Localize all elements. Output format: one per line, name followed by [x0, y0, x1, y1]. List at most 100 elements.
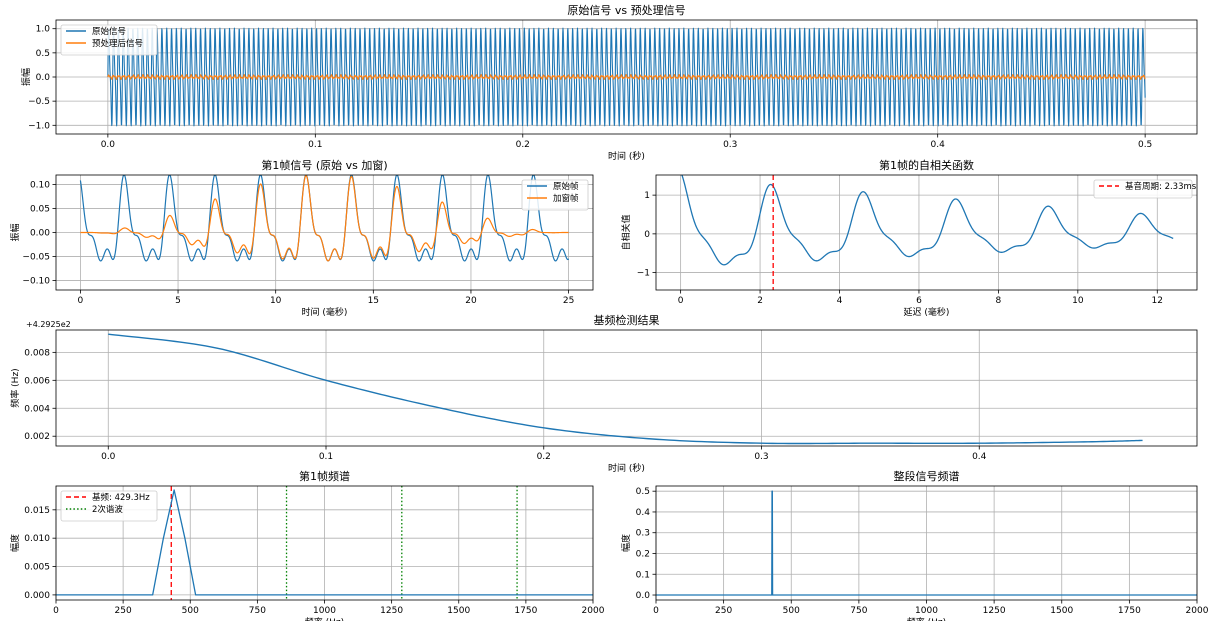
y-tick-label: 0.4: [636, 508, 651, 518]
plot-area: [108, 333, 1143, 445]
y-tick-label: 0.2: [636, 549, 650, 559]
x-axis-label: 时间 (秒): [608, 150, 645, 162]
x-tick-label: 0: [653, 606, 659, 616]
y-tick-label: 0.004: [24, 404, 50, 414]
y-axis-label: 幅度: [620, 534, 632, 552]
series-line-frame-spectrum: [56, 489, 593, 596]
y-tick-label: −0.5: [28, 97, 50, 107]
x-tick-label: 25: [563, 296, 574, 306]
plot-area: [56, 486, 593, 600]
x-tick-label: 0.0: [101, 140, 116, 150]
x-tick-label: 0.2: [516, 140, 530, 150]
chart-title: 基频检测结果: [594, 313, 660, 327]
axes-frame: [55, 19, 1198, 135]
y-tick-label: −0.05: [22, 252, 50, 262]
chart-title: 第1帧信号 (原始 vs 加窗): [261, 158, 387, 172]
y-tick-label: 0.00: [30, 229, 50, 239]
x-tick-label: 4: [837, 296, 843, 306]
x-tick-label: 5: [175, 296, 181, 306]
x-tick-label: 500: [783, 606, 800, 616]
x-tick-label: 750: [850, 606, 867, 616]
y-tick-label: 0.002: [24, 432, 50, 442]
legend-label: 原始帧: [553, 181, 579, 192]
legend-label: 加窗帧: [553, 193, 579, 204]
legend-box: [60, 24, 158, 56]
axes-frame: [55, 174, 594, 291]
x-tick-label: 10: [270, 296, 282, 306]
y-axis-label: 频率 (Hz): [9, 368, 21, 407]
y-tick-label: 0.015: [24, 506, 50, 516]
x-axis-label: 时间 (毫秒): [302, 306, 348, 318]
y-tick-label: 0.05: [30, 205, 50, 215]
x-tick-label: 2000: [582, 606, 605, 616]
x-axis-label: 延迟 (毫秒): [904, 306, 950, 318]
chart-4: 0.0 0.1 0.2 0.3 0.4 0.002 0.004 0.006 0.008 基频检测结…: [9, 313, 1198, 474]
x-tick-label: 1750: [1118, 606, 1141, 616]
x-tick-label: 0.3: [723, 140, 737, 150]
x-tick-label: 0.5: [1138, 140, 1152, 150]
y-tick-label: 0.1: [636, 570, 650, 580]
x-tick-label: 1500: [1050, 606, 1073, 616]
axes-frame: [655, 174, 1198, 291]
series-line-original: [107, 27, 1146, 127]
legend-label: 2次谐波: [92, 504, 123, 515]
y-tick-label: 1: [644, 191, 650, 201]
plot-area: [656, 490, 1197, 596]
series-line-full-spectrum: [656, 490, 1197, 596]
y-axis-label: 振幅: [9, 223, 21, 241]
x-tick-label: 0: [53, 606, 59, 616]
x-tick-label: 1250: [380, 606, 403, 616]
x-tick-label: 10: [1072, 296, 1084, 306]
series-line-autocorrelation: [681, 175, 1174, 266]
x-tick-label: 0.0: [101, 452, 116, 462]
legend-box: [1093, 179, 1193, 199]
x-tick-label: 15: [368, 296, 379, 306]
y-tick-label: 1.0: [36, 25, 51, 35]
y-tick-label: −1.0: [28, 121, 50, 131]
plot-area: [79, 175, 570, 262]
x-tick-label: 0.4: [931, 140, 946, 150]
axis-offset-text: +4.2925e2: [26, 320, 71, 329]
legend: 基音周期: 2.33ms: [1093, 179, 1197, 199]
legend-label: 预处理后信号: [92, 38, 143, 49]
series-line-raw-frame: [79, 175, 570, 262]
y-tick-label: 0.5: [636, 487, 650, 497]
x-tick-label: 6: [916, 296, 922, 306]
x-tick-label: 750: [249, 606, 266, 616]
x-tick-label: 0: [78, 296, 84, 306]
x-tick-label: 0: [678, 296, 684, 306]
y-tick-label: 0.10: [30, 181, 50, 191]
x-tick-label: 0.3: [754, 452, 768, 462]
series-line-pitch: [108, 333, 1143, 445]
x-tick-label: 20: [465, 296, 477, 306]
series-line-windowed-frame: [80, 175, 569, 262]
chart-2: 0 5 10 15 20 25 −0.10 −0.05 0.00 0.05 0.10 第1帧信号 (原…: [9, 158, 594, 318]
x-tick-label: 1000: [313, 606, 336, 616]
chart-title: 第1帧的自相关函数: [879, 158, 974, 172]
y-tick-label: −0.10: [22, 276, 50, 286]
y-axis-label: 振幅: [20, 68, 32, 86]
x-tick-label: 2: [757, 296, 763, 306]
x-tick-label: 8: [996, 296, 1002, 306]
y-tick-label: −1: [637, 269, 650, 279]
x-tick-label: 0.4: [972, 452, 987, 462]
y-tick-label: 0.008: [24, 348, 50, 358]
chart-1: 0.0 0.1 0.2 0.3 0.4 0.5 −1.0 −0.5 0.0 0.5 1.0 原始信号 …: [20, 3, 1198, 162]
y-tick-label: 0.006: [24, 376, 50, 386]
axes-frame: [55, 329, 1198, 447]
x-tick-label: 0.1: [308, 140, 322, 150]
x-axis-label: 时间 (秒): [608, 462, 645, 474]
plot-area: [107, 27, 1146, 127]
y-tick-label: 0.0: [36, 73, 51, 83]
legend-box: [521, 179, 589, 211]
x-tick-label: 2000: [1186, 606, 1209, 616]
chart-title: 原始信号 vs 预处理信号: [567, 3, 685, 17]
y-axis-label: 幅度: [9, 534, 21, 552]
chart-title: 整段信号频谱: [894, 469, 960, 483]
y-tick-label: 0.010: [24, 534, 50, 544]
plot-area: [681, 175, 1174, 290]
y-tick-label: 0: [644, 230, 650, 240]
y-tick-label: 0.000: [24, 591, 50, 601]
